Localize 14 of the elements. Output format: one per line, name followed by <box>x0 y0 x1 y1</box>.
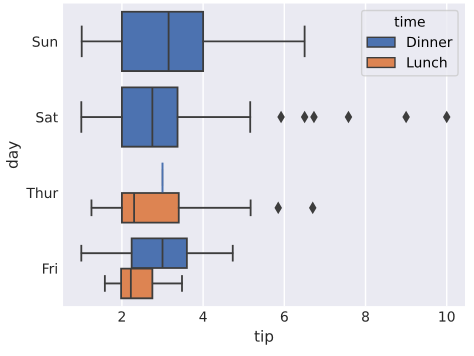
x-tick-label: 6 <box>280 311 288 322</box>
x-tick-label: 8 <box>362 311 369 322</box>
y-tick-label: Thur <box>26 187 58 198</box>
x-tick-label: 2 <box>118 311 125 322</box>
y-axis-title: day <box>6 141 21 168</box>
legend-label: Lunch <box>407 56 446 68</box>
legend-title: time <box>394 16 425 27</box>
y-tick-label: Fri <box>42 263 57 274</box>
legend-label: Dinner <box>407 36 452 48</box>
x-axis-title: tip <box>254 330 274 345</box>
y-tick-label: Sat <box>36 112 58 123</box>
x-tick-label: 10 <box>439 311 455 322</box>
x-tick-label: 4 <box>199 311 207 322</box>
y-tick-label: Sun <box>32 36 57 47</box>
